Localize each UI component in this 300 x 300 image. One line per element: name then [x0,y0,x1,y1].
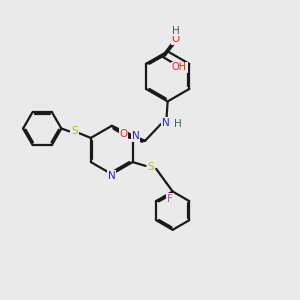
Text: N: N [162,118,170,128]
Text: OH: OH [172,62,187,72]
Text: H: H [173,119,181,129]
Text: O: O [119,129,128,139]
Text: O: O [172,34,180,44]
Text: N: N [108,171,116,181]
Text: S: S [148,162,154,172]
Text: F: F [167,194,173,204]
Text: N: N [132,131,140,142]
Text: S: S [71,126,78,136]
Text: H: H [172,26,180,36]
